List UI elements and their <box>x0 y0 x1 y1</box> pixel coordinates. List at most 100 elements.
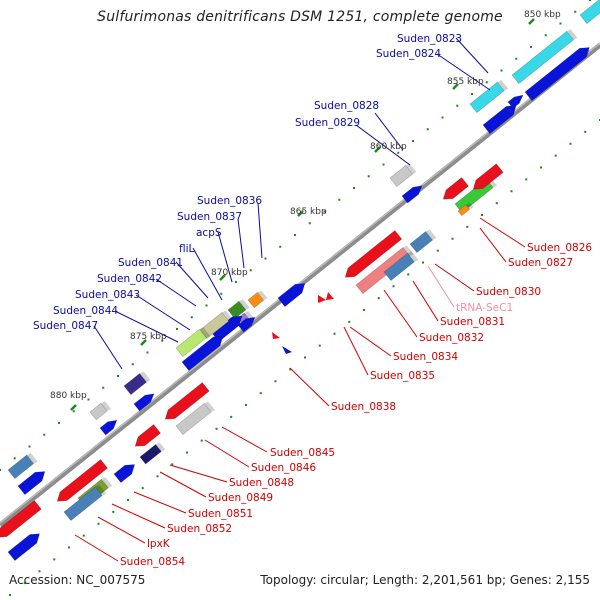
label-leader <box>455 37 489 74</box>
ruler-tick <box>70 404 77 411</box>
gene-suden-0843-shade <box>199 327 211 338</box>
gene-label-lpxk: lpxK <box>147 538 171 550</box>
ruler-dot <box>540 166 542 169</box>
ruler-dot <box>574 10 577 13</box>
label-leader <box>97 516 146 544</box>
ruler-dot <box>544 34 547 37</box>
genome-summary-text: Topology: circular; Length: 2,201,561 bp… <box>260 573 590 587</box>
ruler-dot <box>87 398 90 401</box>
ruler-dot <box>495 202 498 205</box>
gene-lpxk <box>63 486 103 522</box>
ruler-dot <box>569 142 572 145</box>
gene-suden-0835 <box>326 292 334 300</box>
label-leader <box>221 426 268 453</box>
ruler-dot <box>485 81 488 84</box>
label-leader <box>237 218 245 269</box>
ruler-tick <box>452 83 459 90</box>
ruler-dot <box>235 281 237 283</box>
gene-suden-0829 <box>401 185 423 204</box>
gene-fliL <box>237 316 256 333</box>
gene-suden-0844 <box>181 335 224 372</box>
gene-suden-0847 <box>123 373 147 396</box>
gene-suden-0831b-shade <box>407 251 419 262</box>
ruler-dot <box>466 225 469 228</box>
ruler-dot <box>102 386 105 389</box>
ruler-dot <box>333 332 336 335</box>
gene-lpxk-2 <box>113 464 136 484</box>
ruler-dot <box>422 261 424 264</box>
label-leader <box>159 471 207 498</box>
ruler-dot <box>441 116 444 119</box>
label-leader <box>349 326 392 357</box>
gene-suden-0823 <box>511 30 574 85</box>
gene-label-suden-0824: Suden_0824 <box>376 48 441 60</box>
gene-suden-0838 <box>272 332 280 339</box>
gene-suden-0832-shade <box>402 245 414 257</box>
label-leader <box>434 263 475 292</box>
ruler-dot <box>559 22 562 25</box>
gene-label-suden-0834: Suden_0834 <box>393 351 458 363</box>
gene-orange-shade <box>465 202 474 210</box>
ruler-dot <box>294 234 296 236</box>
gene-suden-0848 <box>134 424 161 447</box>
ruler-label: 855 kbp <box>447 77 484 87</box>
label-leader <box>479 227 507 263</box>
ruler-tick <box>219 274 226 281</box>
gene-label-suden-0838: Suden_0838 <box>331 401 396 413</box>
ruler-label: 880 kbp <box>50 391 87 401</box>
label-leader <box>289 367 330 407</box>
gene-suden-0832 <box>355 247 411 295</box>
ruler-label: 875 kbp <box>130 332 167 342</box>
gene-label-suden-0841: Suden_0841 <box>118 257 183 269</box>
gene-acps <box>247 292 265 309</box>
label-leader <box>204 439 250 468</box>
gene-small-blue <box>282 346 292 354</box>
gene-suden-0823-shade <box>566 29 578 40</box>
label-leader <box>427 265 455 308</box>
gene-label-suden-0823: Suden_0823 <box>397 33 462 45</box>
label-leader <box>135 294 191 331</box>
ruler-dot <box>230 415 233 418</box>
ruler-dot <box>68 546 70 549</box>
label-leader <box>257 202 263 259</box>
gene-label-acps: acpS <box>196 227 222 239</box>
ruler-dot <box>190 316 193 319</box>
gene-label-suden-0827: Suden_0827 <box>508 257 573 269</box>
ruler-dot <box>97 522 100 525</box>
gene-suden-0831b <box>383 252 415 282</box>
gene-suden-0854 <box>0 500 42 538</box>
label-leader <box>175 261 209 299</box>
gene-label-suden-0831: Suden_0831 <box>440 316 505 328</box>
ruler-dot <box>367 175 370 178</box>
ruler-dot <box>9 594 11 596</box>
gene-suden-0824 <box>524 47 590 102</box>
ruler-dot <box>0 469 1 471</box>
ruler-dot <box>451 237 454 240</box>
ruler-dot <box>338 198 341 201</box>
accession-text: Accession: NC_007575 <box>9 573 146 587</box>
ruler-dot <box>53 558 56 561</box>
ruler-dot <box>245 404 247 406</box>
label-leader <box>155 278 197 307</box>
gene-label-suden-0826: Suden_0826 <box>527 242 592 254</box>
ruler-dot <box>279 245 282 248</box>
ruler-dot <box>205 304 208 307</box>
gene-suden-0834 <box>318 295 326 303</box>
ruler-dot <box>264 257 267 260</box>
gene-left-1-shade <box>26 453 38 464</box>
gene-suden-0830 <box>409 231 433 254</box>
label-leader <box>169 464 228 483</box>
gene-suden-0846 <box>175 403 212 436</box>
gene-suden-0828 <box>389 165 413 188</box>
gene-label-suden-0847: Suden_0847 <box>33 320 98 332</box>
ruler-dot <box>171 463 174 466</box>
ruler-dot <box>353 187 355 189</box>
ruler-dot <box>146 351 149 354</box>
gene-suden-0829b <box>482 105 517 135</box>
gene-layer <box>0 0 600 562</box>
gene-acps-shade <box>257 290 268 301</box>
gene-label-suden-0854: Suden_0854 <box>120 556 185 568</box>
ruler-dot <box>289 368 292 371</box>
